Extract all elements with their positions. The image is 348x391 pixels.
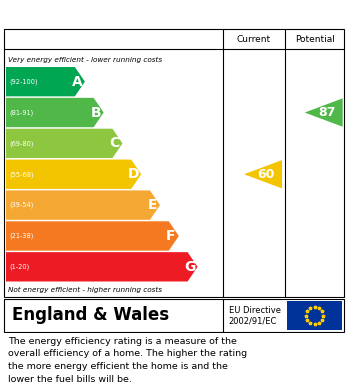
Bar [287,301,342,330]
Text: (81-91): (81-91) [9,109,33,116]
Text: C: C [109,136,120,151]
Text: A: A [71,75,82,89]
Text: B: B [90,106,101,120]
Polygon shape [6,252,198,282]
Text: E: E [147,198,157,212]
Polygon shape [6,67,85,96]
Polygon shape [6,160,141,189]
Text: 87: 87 [318,106,335,119]
Text: F: F [166,229,175,243]
Text: (92-100): (92-100) [9,79,38,85]
Text: Potential: Potential [295,34,335,43]
Text: D: D [127,167,139,181]
Text: 60: 60 [258,168,275,181]
Text: G: G [184,260,195,274]
Text: (1-20): (1-20) [9,264,29,270]
Polygon shape [6,221,179,251]
Polygon shape [305,99,343,127]
Text: EU Directive
2002/91/EC: EU Directive 2002/91/EC [229,306,281,325]
Polygon shape [6,98,104,127]
Polygon shape [6,129,122,158]
Text: Energy Efficiency Rating: Energy Efficiency Rating [69,7,279,22]
Text: The energy efficiency rating is a measure of the
overall efficiency of a home. T: The energy efficiency rating is a measur… [8,337,247,384]
Text: (21-38): (21-38) [9,233,33,239]
Polygon shape [6,190,160,220]
Text: England & Wales: England & Wales [12,307,169,325]
Text: Not energy efficient - higher running costs: Not energy efficient - higher running co… [8,287,162,293]
Text: Very energy efficient - lower running costs: Very energy efficient - lower running co… [8,57,162,63]
Text: Current: Current [237,34,271,43]
Polygon shape [244,160,282,188]
Text: (39-54): (39-54) [9,202,33,208]
Text: (69-80): (69-80) [9,140,33,147]
Text: (55-68): (55-68) [9,171,34,178]
